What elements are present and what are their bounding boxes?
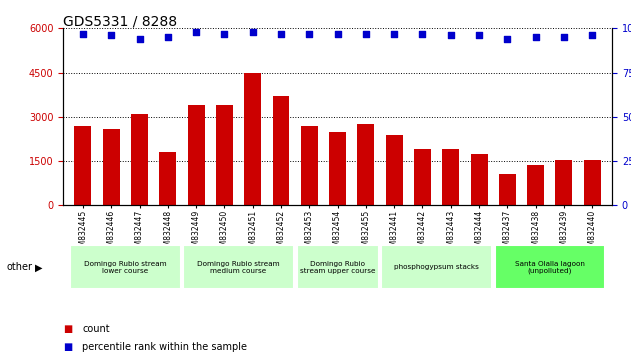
Point <box>191 29 201 35</box>
Bar <box>103 129 120 205</box>
Text: ■: ■ <box>63 342 73 352</box>
Point <box>304 31 314 36</box>
Text: Domingo Rubio stream
lower course: Domingo Rubio stream lower course <box>84 261 167 274</box>
Text: ■: ■ <box>63 324 73 334</box>
Point <box>106 33 116 38</box>
FancyBboxPatch shape <box>495 245 605 289</box>
Bar <box>131 114 148 205</box>
Bar <box>499 175 516 205</box>
Point <box>134 36 144 42</box>
Bar <box>216 105 233 205</box>
Text: percentile rank within the sample: percentile rank within the sample <box>82 342 247 352</box>
Bar <box>442 149 459 205</box>
Bar <box>74 126 91 205</box>
Text: Domingo Rubio
stream upper course: Domingo Rubio stream upper course <box>300 261 375 274</box>
FancyBboxPatch shape <box>70 245 180 289</box>
Point <box>389 31 399 36</box>
Bar <box>386 135 403 205</box>
Bar <box>329 132 346 205</box>
Point <box>163 34 173 40</box>
Point <box>276 31 286 36</box>
Bar <box>414 149 431 205</box>
FancyBboxPatch shape <box>184 245 293 289</box>
Bar <box>187 105 204 205</box>
Text: Domingo Rubio stream
medium course: Domingo Rubio stream medium course <box>198 261 280 274</box>
Point <box>559 34 569 40</box>
Text: ▶: ▶ <box>35 262 42 272</box>
Point <box>445 33 456 38</box>
Text: GDS5331 / 8288: GDS5331 / 8288 <box>63 14 177 28</box>
Text: Santa Olalla lagoon
(unpolluted): Santa Olalla lagoon (unpolluted) <box>515 261 585 274</box>
Text: phosphogypsum stacks: phosphogypsum stacks <box>394 264 479 270</box>
Point <box>418 31 428 36</box>
Text: count: count <box>82 324 110 334</box>
Point <box>78 31 88 36</box>
Text: other: other <box>6 262 32 272</box>
Bar <box>273 96 290 205</box>
FancyBboxPatch shape <box>382 245 492 289</box>
Bar <box>244 73 261 205</box>
Point <box>361 31 371 36</box>
Bar <box>301 126 318 205</box>
Point <box>502 36 512 42</box>
Bar <box>357 124 374 205</box>
Bar <box>471 154 488 205</box>
Point <box>531 34 541 40</box>
Bar <box>584 160 601 205</box>
Point <box>247 29 257 35</box>
Point <box>220 31 230 36</box>
Bar <box>527 166 544 205</box>
Bar <box>159 152 176 205</box>
Point <box>587 33 598 38</box>
Point <box>333 31 343 36</box>
Point <box>474 33 484 38</box>
FancyBboxPatch shape <box>297 245 379 289</box>
Bar <box>555 160 572 205</box>
